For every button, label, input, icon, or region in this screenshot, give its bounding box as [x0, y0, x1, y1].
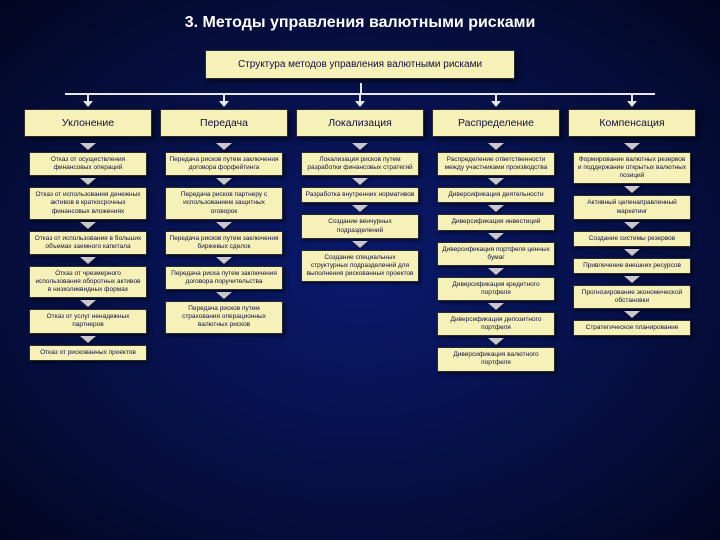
item-box: Диверсификация депозитного портфеля — [437, 312, 555, 336]
down-arrow-icon — [488, 233, 504, 240]
column-3: Распределение Распределение ответственнос… — [432, 109, 560, 372]
down-arrow-icon — [80, 257, 96, 264]
category-box: Локализация — [296, 109, 424, 137]
connector-arrowhead — [355, 101, 365, 107]
down-arrow-icon — [488, 205, 504, 212]
column-2: Локализация Локализация рисков путем разр… — [296, 109, 424, 372]
item-box: Отказ от чрезмерного использования оборо… — [29, 266, 147, 298]
item-box: Отказ от рискованных проектов — [29, 345, 147, 361]
connector-vline — [360, 83, 362, 93]
root-box: Структура методов управления валютными р… — [205, 50, 515, 79]
connector-arrowhead — [83, 101, 93, 107]
down-arrow-icon — [624, 143, 640, 150]
columns-container: Уклонение Отказ от осуществления финансов… — [0, 109, 720, 372]
item-box: Формирование валютных резервов и поддерж… — [573, 152, 691, 184]
item-box: Создание венчурных подразделений — [301, 214, 419, 238]
category-box: Распределение — [432, 109, 560, 137]
down-arrow-icon — [216, 257, 232, 264]
category-box: Передача — [160, 109, 288, 137]
down-arrow-icon — [624, 311, 640, 318]
down-arrow-icon — [80, 336, 96, 343]
item-box: Отказ от услуг ненадежных партнеров — [29, 309, 147, 333]
down-arrow-icon — [80, 143, 96, 150]
down-arrow-icon — [488, 143, 504, 150]
item-box: Прогнозирование экономической обстановки — [573, 285, 691, 309]
down-arrow-icon — [80, 178, 96, 185]
down-arrow-icon — [80, 300, 96, 307]
down-arrow-icon — [352, 178, 368, 185]
item-box: Передача рисков путем заключения договор… — [165, 152, 283, 176]
connector-arrowhead — [627, 101, 637, 107]
item-box: Отказ от осуществления финансовых операц… — [29, 152, 147, 176]
item-box: Передача рисков путем заключения биржевы… — [165, 231, 283, 255]
item-box: Передача рисков партнеру с использование… — [165, 187, 283, 219]
item-box: Отказ от использования денежных активов … — [29, 187, 147, 219]
item-box: Передача риска путем заключения договора… — [165, 266, 283, 290]
down-arrow-icon — [80, 222, 96, 229]
connector-arrowhead — [219, 101, 229, 107]
item-box: Локализация рисков путем разработки фина… — [301, 152, 419, 176]
down-arrow-icon — [488, 178, 504, 185]
connector-row — [30, 87, 690, 109]
down-arrow-icon — [488, 268, 504, 275]
item-box: Диверсификация валютного портфеля — [437, 347, 555, 371]
page-title: 3. Методы управления валютными рисками — [0, 0, 720, 50]
column-0: Уклонение Отказ от осуществления финансов… — [24, 109, 152, 372]
down-arrow-icon — [488, 338, 504, 345]
down-arrow-icon — [624, 222, 640, 229]
down-arrow-icon — [216, 222, 232, 229]
column-1: Передача Передача рисков путем заключения… — [160, 109, 288, 372]
item-box: Передача рисков путем страхования операц… — [165, 301, 283, 333]
connector-arrowhead — [491, 101, 501, 107]
item-box: Диверсификация портфеля ценных бумаг — [437, 242, 555, 266]
item-box: Разработка внутренних нормативов — [301, 187, 419, 203]
down-arrow-icon — [624, 276, 640, 283]
down-arrow-icon — [488, 303, 504, 310]
item-box: Создание системы резервов — [573, 231, 691, 247]
category-box: Компенсация — [568, 109, 696, 137]
column-4: Компенсация Формирование валютных резерво… — [568, 109, 696, 372]
down-arrow-icon — [216, 178, 232, 185]
item-box: Создание специальных структурных подразд… — [301, 250, 419, 282]
down-arrow-icon — [352, 143, 368, 150]
item-box: Распределение ответственности между учас… — [437, 152, 555, 176]
item-box: Стратегическое планирование — [573, 320, 691, 336]
item-box: Отказ от использования в больших объемах… — [29, 231, 147, 255]
category-box: Уклонение — [24, 109, 152, 137]
item-box: Диверсификация кредитного портфеля — [437, 277, 555, 301]
down-arrow-icon — [216, 292, 232, 299]
down-arrow-icon — [352, 241, 368, 248]
item-box: Диверсификация деятельности — [437, 187, 555, 203]
down-arrow-icon — [216, 143, 232, 150]
item-box: Привлечение внешних ресурсов — [573, 258, 691, 274]
down-arrow-icon — [624, 186, 640, 193]
item-box: Диверсификация инвестиций — [437, 214, 555, 230]
down-arrow-icon — [624, 249, 640, 256]
down-arrow-icon — [352, 205, 368, 212]
item-box: Активный целенаправленный маркетинг — [573, 195, 691, 219]
